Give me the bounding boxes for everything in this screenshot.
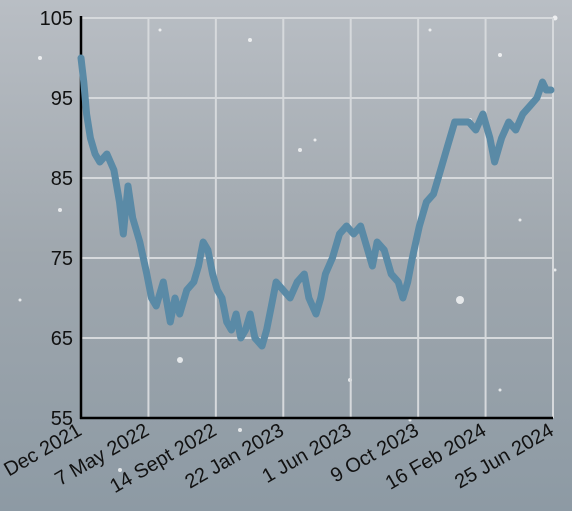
y-tick-label: 85 (51, 168, 73, 190)
y-tick-label: 55 (51, 408, 73, 430)
y-tick-label: 105 (40, 8, 73, 30)
y-tick-label: 75 (51, 248, 73, 270)
axes (79, 16, 553, 420)
y-tick-label: 95 (51, 88, 73, 110)
series-group (77, 54, 555, 350)
y-tick-label: 65 (51, 328, 73, 350)
grid-lines (80, 17, 554, 419)
price-line (77, 54, 555, 350)
y-axis-ticks: 55 65 75 85 95 105 (40, 8, 73, 430)
